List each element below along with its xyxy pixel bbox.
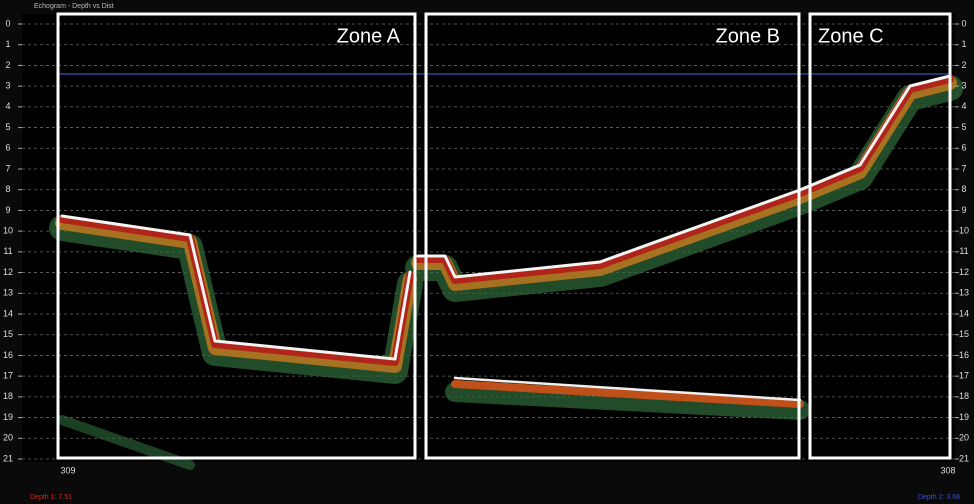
y-tick-label-right: 10 [959, 226, 969, 236]
echogram: Echogram - Depth vs Dist Zone A Zone B Z… [0, 0, 974, 504]
y-tick-label: 21 [3, 453, 13, 463]
y-tick-label-right: 15 [959, 329, 969, 339]
y-tick-label: 16 [3, 350, 13, 360]
y-tick-label-right: 0 [961, 18, 966, 28]
y-tick-label: 12 [3, 267, 13, 277]
y-tick-label-right: 11 [959, 246, 968, 256]
y-tick-label: 15 [3, 329, 13, 339]
y-tick-label: 6 [5, 143, 10, 153]
y-tick-label: 1 [5, 39, 10, 49]
y-tick-label: 18 [3, 391, 13, 401]
y-tick-label: 17 [3, 371, 13, 381]
y-tick-label: 13 [3, 288, 13, 298]
y-tick-label: 20 [3, 433, 13, 443]
y-tick-label-right: 9 [961, 205, 966, 215]
y-tick-label: 9 [5, 205, 10, 215]
depth-1-readout: Depth 1: 7.51 [30, 494, 72, 501]
y-tick-label-right: 14 [959, 308, 969, 318]
zone-label: Zone C [818, 25, 884, 47]
zone-label: Zone B [716, 25, 780, 47]
y-tick-label: 14 [3, 308, 13, 318]
y-tick-label-right: 4 [961, 101, 966, 111]
y-tick-label-right: 13 [959, 288, 969, 298]
y-tick-label: 2 [5, 60, 10, 70]
y-tick-label: 19 [3, 412, 13, 422]
y-tick-label-right: 2 [961, 60, 966, 70]
y-tick-label-right: 21 [959, 453, 969, 463]
y-tick-label-right: 17 [959, 371, 969, 381]
y-tick-label-right: 12 [959, 267, 969, 277]
y-tick-label-right: 1 [961, 39, 966, 49]
depth-2-readout: Depth 2: 3.68 [918, 494, 960, 501]
y-tick-label-right: 8 [961, 184, 966, 194]
zone-label: Zone A [337, 25, 401, 47]
x-start-label: 309 [60, 465, 75, 475]
y-tick-label-right: 18 [959, 391, 969, 401]
y-tick-label-right: 5 [961, 122, 966, 132]
y-tick-label: 11 [3, 246, 12, 256]
y-tick-label: 10 [3, 226, 13, 236]
y-tick-label-right: 16 [959, 350, 969, 360]
y-tick-label-right: 20 [959, 433, 969, 443]
y-tick-label: 8 [5, 184, 10, 194]
y-tick-label-right: 7 [961, 163, 966, 173]
y-tick-label-right: 3 [961, 81, 966, 91]
y-tick-label: 5 [5, 122, 10, 132]
y-tick-label-right: 19 [959, 412, 969, 422]
y-tick-label: 7 [5, 163, 10, 173]
x-end-label: 308 [940, 465, 955, 475]
y-tick-label: 4 [5, 101, 10, 111]
y-tick-label: 0 [5, 18, 10, 28]
chart-title: Echogram - Depth vs Dist [34, 3, 114, 10]
y-tick-label: 3 [5, 81, 10, 91]
y-tick-label-right: 6 [961, 143, 966, 153]
